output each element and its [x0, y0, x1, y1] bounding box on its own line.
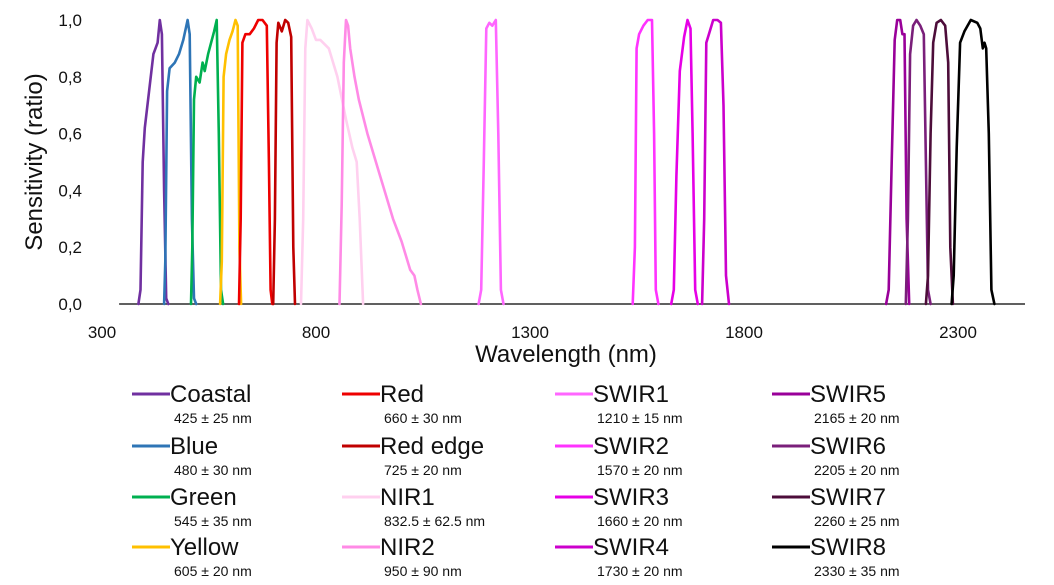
legend-band-label: 1730 ± 20 nm: [597, 563, 683, 579]
legend-label: Yellow: [170, 534, 239, 561]
legend-label: SWIR5: [810, 381, 886, 408]
legend-band-label: 950 ± 90 nm: [384, 563, 462, 579]
legend-label: SWIR6: [810, 433, 886, 460]
legend-band-label: 2260 ± 25 nm: [814, 513, 900, 529]
legend-label: SWIR2: [593, 433, 669, 460]
y-axis-title: Sensitivity (ratio): [21, 73, 48, 250]
legend-item-green: Green 545 ± 35 nm: [132, 484, 252, 529]
legend-band-label: 2205 ± 20 nm: [814, 462, 900, 478]
legend-band-label: 1210 ± 15 nm: [597, 410, 683, 426]
legend-band-label: 605 ± 20 nm: [174, 563, 252, 579]
legend-item-swir4: SWIR4 1730 ± 20 nm: [555, 534, 683, 579]
x-axis-title: Wavelength (nm): [475, 341, 657, 368]
y-tick-label: 0,4: [58, 181, 82, 200]
legend-item-swir1: SWIR1 1210 ± 15 nm: [555, 381, 683, 426]
legend-item-red: Red 660 ± 30 nm: [342, 381, 462, 426]
series-line-swir2: [631, 18, 660, 306]
series-line-swir5: [884, 18, 911, 306]
legend-item-coastal: Coastal 425 ± 25 nm: [132, 381, 252, 426]
legend-band-label: 545 ± 35 nm: [174, 513, 252, 529]
band-curves: [137, 18, 996, 306]
x-tick-label: 2300: [939, 323, 977, 342]
series-line-yellow: [218, 18, 243, 306]
legend-band-label: 725 ± 20 nm: [384, 462, 462, 478]
series-line-swir3: [669, 18, 700, 306]
series-line-swir8: [950, 18, 996, 306]
legend-label: Red edge: [380, 433, 484, 460]
legend-item-swir8: SWIR8 2330 ± 35 nm: [772, 534, 900, 579]
legend-item-swir2: SWIR2 1570 ± 20 nm: [555, 433, 683, 478]
legend-label: Green: [170, 484, 237, 511]
legend-band-label: 660 ± 30 nm: [384, 410, 462, 426]
legend-label: SWIR8: [810, 534, 886, 561]
y-tick-label: 0,8: [58, 68, 82, 87]
legend-band-label: 2165 ± 20 nm: [814, 410, 900, 426]
legend-label: Blue: [170, 433, 218, 460]
legend-label: SWIR4: [593, 534, 669, 561]
series-line-green: [189, 18, 225, 306]
legend-band-label: 1660 ± 20 nm: [597, 513, 683, 529]
legend-band-label: 480 ± 30 nm: [174, 462, 252, 478]
y-tick-label: 1,0: [58, 11, 82, 30]
series-line-swir7: [924, 18, 955, 306]
series-line-nir2: [338, 18, 423, 306]
legend: Coastal 425 ± 25 nm Blue 480 ± 30 nm Green 54…: [132, 381, 900, 579]
y-tick-label: 0,6: [58, 125, 82, 144]
legend-item-swir3: SWIR3 1660 ± 20 nm: [555, 484, 683, 529]
series-line-red-edge: [271, 18, 297, 306]
x-tick-label: 800: [302, 323, 330, 342]
legend-item-red-edge: Red edge 725 ± 20 nm: [342, 433, 484, 478]
y-tick-label: 0,0: [58, 295, 82, 314]
x-tick-label: 1300: [511, 323, 549, 342]
legend-label: SWIR3: [593, 484, 669, 511]
legend-item-swir5: SWIR5 2165 ± 20 nm: [772, 381, 900, 426]
axes: Sensitivity (ratio) Wavelength (nm) 0,0 0…: [21, 11, 1025, 368]
legend-label: NIR1: [380, 484, 435, 511]
x-tick-label: 300: [88, 323, 116, 342]
legend-item-swir7: SWIR7 2260 ± 25 nm: [772, 484, 900, 529]
legend-label: Red: [380, 381, 424, 408]
legend-item-blue: Blue 480 ± 30 nm: [132, 433, 252, 478]
legend-item-swir6: SWIR6 2205 ± 20 nm: [772, 433, 900, 478]
legend-item-nir1: NIR1 832.5 ± 62.5 nm: [342, 484, 485, 529]
legend-item-yellow: Yellow 605 ± 20 nm: [132, 534, 252, 579]
legend-label: Coastal: [170, 381, 251, 408]
series-line-swir6: [904, 18, 932, 306]
legend-label: SWIR1: [593, 381, 669, 408]
series-line-swir1: [477, 18, 505, 306]
legend-item-nir2: NIR2 950 ± 90 nm: [342, 534, 462, 579]
legend-band-label: 425 ± 25 nm: [174, 410, 252, 426]
legend-band-label: 832.5 ± 62.5 nm: [384, 513, 485, 529]
series-line-nir1: [299, 18, 365, 306]
legend-band-label: 2330 ± 35 nm: [814, 563, 900, 579]
legend-label: NIR2: [380, 534, 435, 561]
legend-label: SWIR7: [810, 484, 886, 511]
x-tick-label: 1800: [725, 323, 763, 342]
legend-band-label: 1570 ± 20 nm: [597, 462, 683, 478]
y-tick-label: 0,2: [58, 238, 82, 257]
series-line-coastal: [137, 18, 170, 306]
series-line-swir4: [700, 18, 731, 306]
series-line-red: [237, 18, 274, 306]
